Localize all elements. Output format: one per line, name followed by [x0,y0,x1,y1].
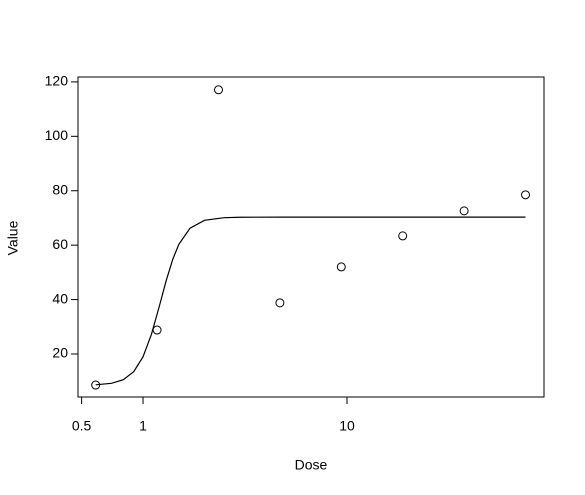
x-axis-label: Dose [295,457,328,473]
y-tick-label: 80 [52,181,68,197]
x-tick-label: 1 [139,418,147,434]
point [459,206,469,216]
point [521,190,531,200]
y-tick-label: 120 [45,73,69,89]
y-axis-label: Value [5,220,21,255]
point [91,380,101,390]
point [152,325,162,335]
x-tick-label: 0.5 [72,418,92,434]
point [398,231,408,241]
y-tick-label: 40 [52,290,68,306]
point [213,85,223,95]
plot-box [77,76,545,398]
point [275,298,285,308]
y-tick-label: 60 [52,236,68,252]
point [336,262,346,272]
fit-curve [95,216,526,386]
x-tick-label: 10 [339,418,355,434]
y-tick-label: 20 [52,345,68,361]
y-tick-label: 100 [45,127,69,143]
